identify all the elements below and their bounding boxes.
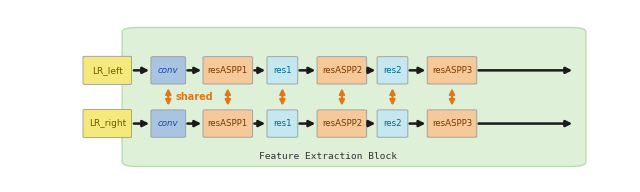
- FancyBboxPatch shape: [83, 109, 132, 138]
- FancyBboxPatch shape: [317, 110, 367, 137]
- Text: resASPP1: resASPP1: [208, 119, 248, 128]
- FancyBboxPatch shape: [377, 110, 408, 137]
- Text: resASPP3: resASPP3: [432, 66, 472, 75]
- Text: res2: res2: [383, 119, 402, 128]
- Text: shared: shared: [175, 92, 213, 102]
- FancyBboxPatch shape: [151, 57, 186, 84]
- Text: res2: res2: [383, 66, 402, 75]
- Text: resASPP1: resASPP1: [208, 66, 248, 75]
- FancyBboxPatch shape: [122, 27, 586, 166]
- FancyBboxPatch shape: [377, 57, 408, 84]
- Text: res1: res1: [273, 66, 292, 75]
- Text: LR_right: LR_right: [89, 119, 126, 128]
- FancyBboxPatch shape: [428, 110, 477, 137]
- Text: resASPP2: resASPP2: [322, 119, 362, 128]
- Text: resASPP3: resASPP3: [432, 119, 472, 128]
- Text: resASPP2: resASPP2: [322, 66, 362, 75]
- FancyBboxPatch shape: [203, 57, 253, 84]
- Text: conv: conv: [158, 119, 179, 128]
- Text: res1: res1: [273, 119, 292, 128]
- FancyBboxPatch shape: [83, 56, 132, 84]
- FancyBboxPatch shape: [203, 110, 253, 137]
- FancyBboxPatch shape: [428, 57, 477, 84]
- Text: conv: conv: [158, 66, 179, 75]
- FancyBboxPatch shape: [267, 57, 298, 84]
- FancyBboxPatch shape: [151, 110, 186, 137]
- Text: Feature Extraction Block: Feature Extraction Block: [259, 152, 397, 161]
- FancyBboxPatch shape: [317, 57, 367, 84]
- Text: LR_left: LR_left: [92, 66, 123, 75]
- FancyBboxPatch shape: [267, 110, 298, 137]
